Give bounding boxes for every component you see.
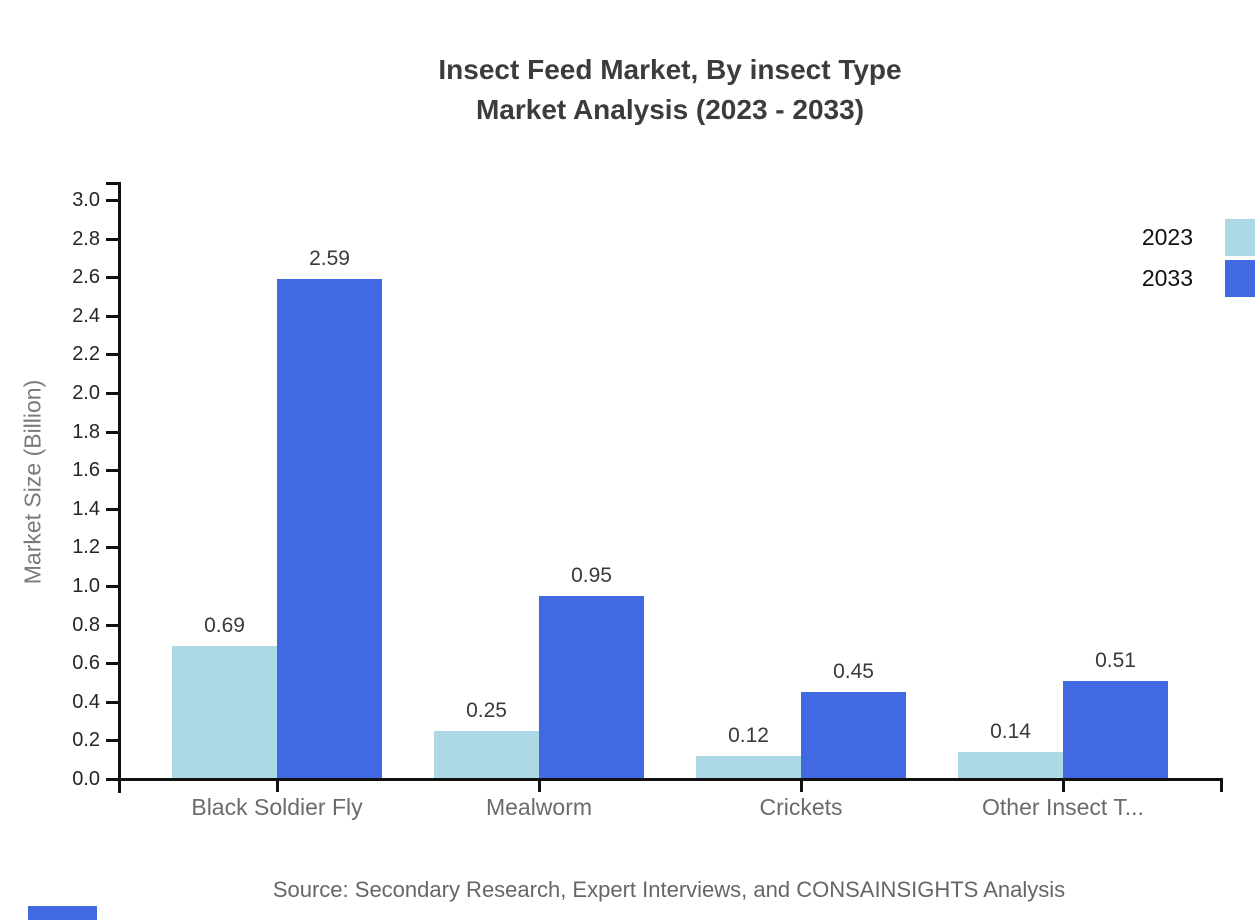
x-tick xyxy=(276,780,279,792)
y-tick xyxy=(106,700,118,704)
y-tick-label: 0.8 xyxy=(72,613,100,636)
source-note: Source: Secondary Research, Expert Inter… xyxy=(272,877,1066,902)
y-tick-label: 2.0 xyxy=(72,382,100,404)
brand-mark xyxy=(28,906,97,920)
y-tick xyxy=(106,353,118,357)
x-category-label: Black Soldier Fly xyxy=(191,794,363,820)
y-tick xyxy=(106,469,118,473)
legend-swatch xyxy=(1225,219,1255,256)
chart-title-line2: Market Analysis (2023 - 2033) xyxy=(475,94,865,125)
x-tick xyxy=(800,780,803,792)
bar-value-label: 0.51 xyxy=(1095,649,1136,672)
y-tick xyxy=(106,546,118,550)
y-tick xyxy=(106,778,118,781)
chart-title-line1: Insect Feed Market, By insect Type xyxy=(438,54,902,85)
y-tick xyxy=(106,430,118,434)
y-tick-label: 1.0 xyxy=(72,575,100,597)
bar-value-label: 0.45 xyxy=(833,660,874,683)
bar-value-label: 0.14 xyxy=(990,720,1031,743)
y-tick-label: 2.6 xyxy=(72,266,100,289)
bar-value-label: 0.69 xyxy=(204,614,245,637)
y-tick xyxy=(106,276,118,280)
x-axis-line xyxy=(118,778,1223,781)
bar-value-label: 0.12 xyxy=(728,724,769,747)
x-tick xyxy=(538,780,541,792)
bar-2023 xyxy=(696,756,801,779)
legend-label: 2033 xyxy=(1141,265,1193,291)
legend-row: 2033 xyxy=(1073,260,1255,297)
legend-swatch xyxy=(1225,260,1255,297)
x-category-label: Crickets xyxy=(759,794,843,820)
x-category-label: Other Insect T... xyxy=(982,794,1144,820)
legend-row: 2023 xyxy=(1073,219,1255,256)
y-tick-label: 2.4 xyxy=(72,304,100,327)
y-tick-label: 0.4 xyxy=(72,690,100,713)
y-tick xyxy=(106,237,118,241)
y-tick xyxy=(106,585,118,588)
legend: 2023 2033 xyxy=(1073,219,1255,297)
y-tick xyxy=(106,662,118,666)
y-tick xyxy=(106,392,118,395)
bar-2033 xyxy=(539,596,644,779)
y-tick-label: 1.4 xyxy=(72,497,100,520)
y-axis-line xyxy=(118,182,121,793)
y-axis-top-cap xyxy=(106,182,118,185)
legend-label: 2023 xyxy=(1141,224,1193,250)
y-tick-label: 1.8 xyxy=(72,420,100,443)
bar-2023 xyxy=(958,752,1063,779)
bar-2023 xyxy=(434,731,539,779)
x-tick xyxy=(1062,780,1065,792)
y-tick-label: 0.6 xyxy=(72,652,100,675)
bar-2033 xyxy=(801,692,906,779)
bar-2023 xyxy=(172,646,277,779)
y-tick xyxy=(106,739,118,743)
bar-value-label: 0.95 xyxy=(571,564,612,587)
y-tick-label: 0.0 xyxy=(72,768,100,790)
y-tick xyxy=(106,623,118,627)
x-axis-end-tick xyxy=(1220,780,1223,792)
chart-title: Insect Feed Market, By insect Type Marke… xyxy=(438,50,901,130)
y-tick-label: 2.8 xyxy=(72,227,100,250)
bar-value-label: 2.59 xyxy=(309,247,350,270)
y-tick xyxy=(106,199,118,202)
y-tick-label: 0.2 xyxy=(72,729,100,752)
y-tick-label: 1.6 xyxy=(72,459,100,482)
y-tick-label: 2.2 xyxy=(72,343,100,366)
bar-2033 xyxy=(277,279,382,779)
bar-value-label: 0.25 xyxy=(466,699,507,722)
x-category-label: Mealworm xyxy=(485,794,593,820)
y-tick xyxy=(106,507,118,511)
bar-2033 xyxy=(1063,681,1168,779)
y-tick-label: 3.0 xyxy=(72,189,100,211)
y-tick-label: 1.2 xyxy=(72,536,100,559)
y-tick xyxy=(106,314,118,318)
